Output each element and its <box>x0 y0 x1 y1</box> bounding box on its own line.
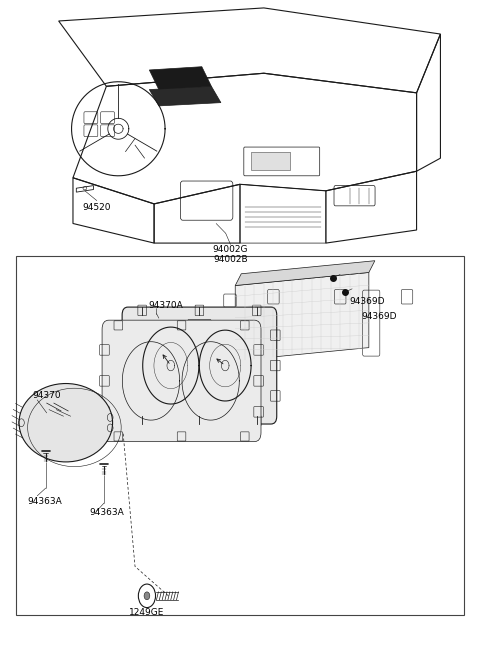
Text: 94369D: 94369D <box>362 312 397 321</box>
Text: 94363A: 94363A <box>28 497 62 506</box>
Polygon shape <box>235 260 375 285</box>
Polygon shape <box>149 67 211 90</box>
Polygon shape <box>235 272 369 361</box>
Text: 94002B: 94002B <box>213 255 248 264</box>
Text: 94370: 94370 <box>33 391 61 400</box>
FancyBboxPatch shape <box>102 320 261 441</box>
Text: 94363A: 94363A <box>90 508 124 517</box>
Ellipse shape <box>19 384 113 462</box>
Circle shape <box>144 592 150 600</box>
Text: 94370A: 94370A <box>149 300 183 310</box>
Text: 94520: 94520 <box>83 203 111 212</box>
Text: 1249GE: 1249GE <box>129 608 165 617</box>
FancyBboxPatch shape <box>252 152 290 171</box>
Polygon shape <box>149 87 221 106</box>
FancyBboxPatch shape <box>122 307 277 424</box>
Text: 94369D: 94369D <box>350 297 385 306</box>
Text: 94002G: 94002G <box>213 245 248 254</box>
